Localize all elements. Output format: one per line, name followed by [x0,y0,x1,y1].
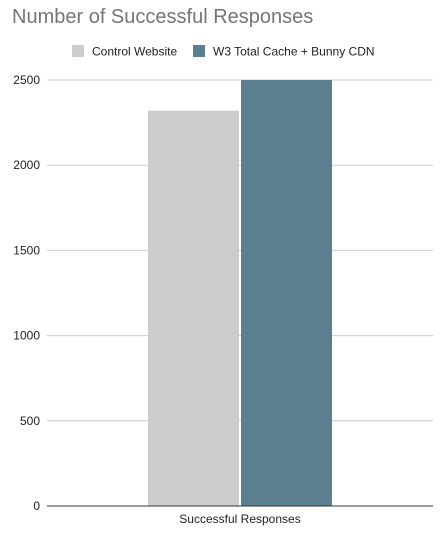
y-tick-label-500: 500 [20,414,40,428]
y-tick-label-1000: 1000 [13,329,40,343]
x-axis-tick-labels: Successful Responses [179,512,300,526]
bars [148,80,332,506]
y-tick-label-2000: 2000 [13,158,40,172]
x-tick-label: Successful Responses [179,512,300,526]
y-tick-label-2500: 2500 [13,73,40,87]
bar-w3-total-cache-bunny-cdn [241,80,332,506]
legend-swatch-control-website [72,45,84,57]
legend-swatch-w3-total-cache-bunny-cdn [193,45,205,57]
bar-control-website [148,110,239,506]
chart-title: Number of Successful Responses [12,6,314,28]
gridlines [47,79,433,422]
legend-label-control-website: Control Website [92,45,177,59]
y-tick-label-0: 0 [33,499,40,513]
y-axis-tick-labels: 0 500 1000 1500 2000 2500 [13,73,40,513]
legend-label-w3-total-cache-bunny-cdn: W3 Total Cache + Bunny CDN [213,45,375,59]
y-tick-label-1500: 1500 [13,243,40,257]
legend: Control Website W3 Total Cache + Bunny CD… [72,45,375,59]
